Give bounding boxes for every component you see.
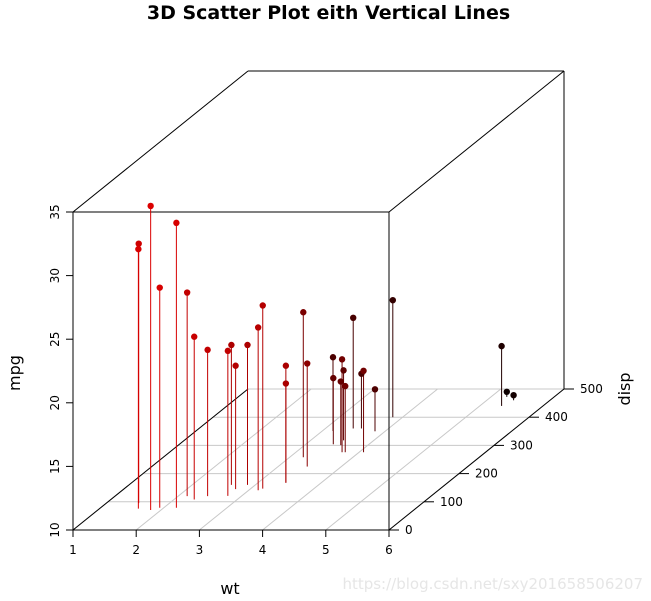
z-tick-label: 30 xyxy=(48,268,62,283)
data-point xyxy=(342,382,349,390)
box-edge xyxy=(388,70,565,213)
x-tick-label: 4 xyxy=(259,543,267,557)
z-tick-label: 25 xyxy=(48,332,62,347)
data-point xyxy=(204,346,211,354)
chart-title: 3D Scatter Plot eith Vertical Lines xyxy=(146,2,511,24)
data-point xyxy=(304,360,311,367)
data-point xyxy=(498,342,505,350)
y-tick-label: 400 xyxy=(545,410,568,424)
data-point xyxy=(259,302,266,309)
data-point xyxy=(330,374,337,382)
data-point xyxy=(337,378,344,385)
z-tick-label: 15 xyxy=(48,459,62,474)
box-edge xyxy=(388,388,565,531)
data-point xyxy=(389,296,397,304)
axis-layer: 1 2 3 4 5 60 100 200 300 400 500 10 15 20 25 30 35 xyxy=(48,204,603,557)
data-point xyxy=(224,347,232,355)
x-tick-label: 3 xyxy=(196,543,204,557)
grid-line-x xyxy=(135,388,312,531)
data-point xyxy=(282,362,290,369)
z-tick-label: 20 xyxy=(48,395,62,410)
data-point xyxy=(228,341,235,349)
z-tick-label: 35 xyxy=(48,204,62,219)
data-point xyxy=(360,367,367,375)
data-point xyxy=(232,362,239,369)
grid-line-x xyxy=(199,388,375,531)
x-tick-label: 6 xyxy=(385,543,393,557)
y-tick-label: 300 xyxy=(510,438,533,452)
data-point xyxy=(300,309,307,316)
x-tick-label: 5 xyxy=(322,543,330,557)
data-point xyxy=(173,219,180,227)
box-edge xyxy=(72,388,249,531)
data-point xyxy=(147,202,154,210)
x-tick-label: 2 xyxy=(132,543,140,557)
bounding-box xyxy=(72,70,565,531)
data-point xyxy=(371,386,379,393)
z-tick-label: 10 xyxy=(48,522,62,537)
x-axis-label: wt xyxy=(220,579,239,598)
data-point xyxy=(350,314,357,322)
data-point xyxy=(338,356,346,363)
data-point xyxy=(329,354,337,361)
data-point xyxy=(135,245,142,253)
y-tick-label: 200 xyxy=(475,467,498,481)
drop-lines-layer xyxy=(137,205,515,510)
grid-layer xyxy=(72,388,565,531)
data-point xyxy=(191,333,198,340)
data-point xyxy=(340,367,347,374)
data-point xyxy=(183,289,191,296)
data-point xyxy=(282,380,290,387)
box-edge xyxy=(72,70,249,213)
data-point xyxy=(254,324,262,331)
watermark: https://blog.csdn.net/sxy201658506207 xyxy=(342,575,643,593)
data-point xyxy=(510,391,517,399)
y-axis-label: disp xyxy=(615,372,634,405)
data-point xyxy=(156,284,163,291)
points-layer xyxy=(135,202,517,399)
y-tick-label: 500 xyxy=(580,382,603,396)
data-point xyxy=(244,341,251,349)
data-point xyxy=(135,240,142,247)
y-tick-label: 0 xyxy=(405,523,413,537)
grid-line-x xyxy=(325,388,502,531)
x-tick-label: 1 xyxy=(69,543,77,557)
data-point xyxy=(503,388,510,396)
grid-line-x xyxy=(262,388,438,531)
z-axis-label: mpg xyxy=(5,355,24,391)
y-tick-label: 100 xyxy=(440,495,463,509)
